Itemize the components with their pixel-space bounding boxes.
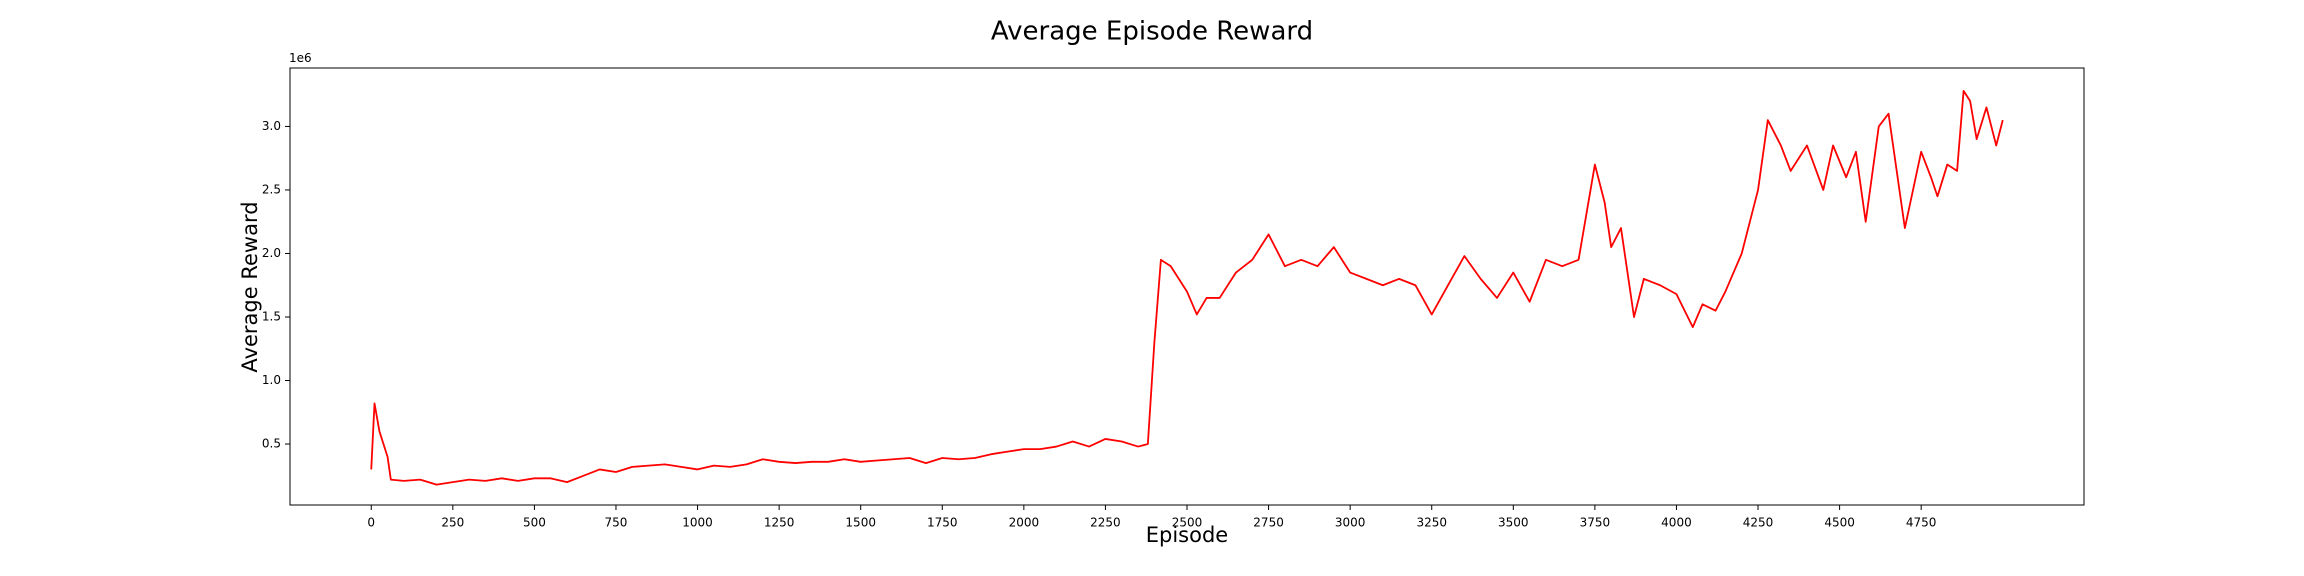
y-tick-label: 2.5 xyxy=(262,182,281,196)
y-tick-label: 2.0 xyxy=(262,246,281,260)
x-tick-label: 4250 xyxy=(1743,516,1774,530)
x-tick-label: 4750 xyxy=(1906,516,1937,530)
y-axis-label: Average Reward xyxy=(238,201,262,372)
x-tick-label: 750 xyxy=(605,516,628,530)
x-tick-label: 3750 xyxy=(1580,516,1611,530)
x-tick-label: 500 xyxy=(523,516,546,530)
x-tick-label: 1500 xyxy=(845,516,876,530)
x-tick-label: 3250 xyxy=(1416,516,1447,530)
x-tick-label: 2500 xyxy=(1172,516,1203,530)
x-tick-label: 1000 xyxy=(682,516,713,530)
y-offset-label: 1e6 xyxy=(289,51,312,65)
x-tick-label: 0 xyxy=(367,516,375,530)
x-tick-label: 250 xyxy=(441,516,464,530)
x-tick-label: 3500 xyxy=(1498,516,1529,530)
x-tick-label: 2750 xyxy=(1253,516,1284,530)
x-tick-label: 4500 xyxy=(1824,516,1855,530)
x-tick-label: 4000 xyxy=(1661,516,1692,530)
y-tick-label: 1.0 xyxy=(262,373,281,387)
x-tick-label: 2250 xyxy=(1090,516,1121,530)
y-tick-label: 1.5 xyxy=(262,309,281,323)
plot-frame xyxy=(289,67,2085,506)
x-tick-label: 3000 xyxy=(1335,516,1366,530)
x-tick-label: 2000 xyxy=(1009,516,1040,530)
y-tick-label: 0.5 xyxy=(262,437,281,451)
x-tick-label: 1250 xyxy=(764,516,795,530)
chart-title: Average Episode Reward xyxy=(991,17,1313,47)
x-tick-label: 1750 xyxy=(927,516,958,530)
y-tick-label: 3.0 xyxy=(262,119,281,133)
x-axis-label: Episode xyxy=(1146,523,1228,547)
data-line xyxy=(370,89,2004,486)
